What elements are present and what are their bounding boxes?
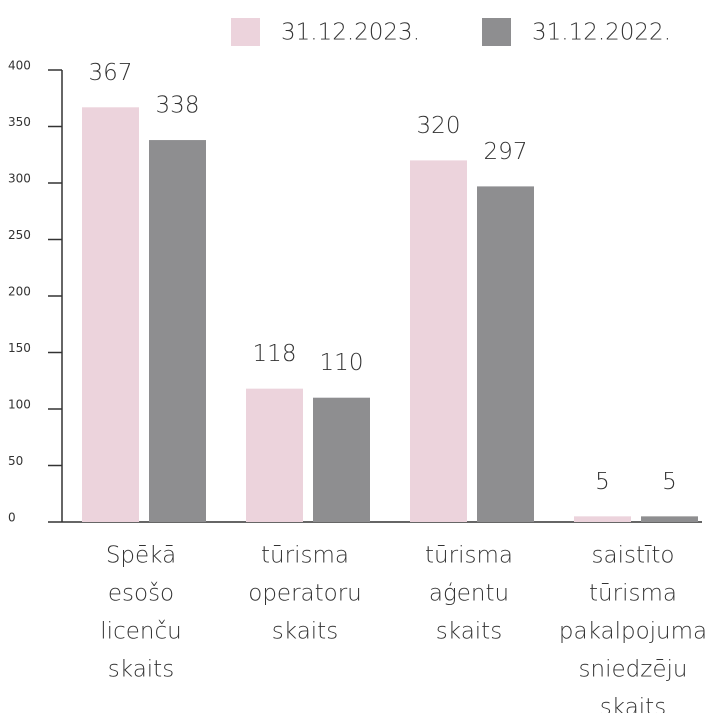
value-label: 297: [484, 139, 528, 165]
value-label: 110: [320, 350, 364, 376]
y-tick-label: 0: [8, 511, 16, 525]
x-tick-label: tūrisma: [589, 581, 677, 607]
y-tick-label: 400: [8, 59, 31, 73]
value-label: 320: [417, 113, 461, 139]
value-label: 5: [662, 469, 677, 495]
x-tick-label: tūrisma: [261, 543, 349, 569]
y-tick-label: 150: [8, 341, 31, 355]
x-tick-label: licenču: [100, 619, 181, 645]
x-tick-label: aģentu: [429, 581, 509, 607]
y-tick-label: 300: [8, 172, 31, 186]
x-tick-label: sniedzēju: [579, 657, 688, 683]
y-tick-label: 200: [8, 285, 31, 299]
x-tick-label: pakalpojuma: [559, 619, 707, 645]
x-tick-label: operatoru: [248, 581, 362, 607]
bar: [82, 107, 139, 522]
y-tick-label: 50: [8, 454, 23, 468]
bar: [477, 186, 534, 522]
bar: [149, 140, 206, 522]
bar: [574, 516, 631, 522]
bar: [313, 397, 370, 522]
legend-swatch: [231, 18, 260, 46]
value-label: 118: [253, 341, 297, 367]
bar: [641, 516, 698, 522]
x-tick-label: saistīto: [592, 543, 675, 569]
x-tick-label: skaits: [436, 619, 502, 645]
y-tick-label: 250: [8, 228, 31, 242]
x-tick-label: esošo: [108, 581, 174, 607]
x-tick-label: skaits: [272, 619, 338, 645]
bar: [246, 388, 303, 522]
x-tick-label: skaits: [600, 695, 666, 713]
value-label: 367: [89, 60, 133, 86]
x-tick-label: skaits: [108, 657, 174, 683]
legend-swatch: [482, 18, 511, 46]
y-tick-label: 350: [8, 115, 31, 129]
x-tick-label: Spēkā: [106, 543, 176, 569]
bar: [410, 160, 467, 522]
value-label: 5: [595, 469, 610, 495]
y-tick-label: 100: [8, 398, 31, 412]
x-tick-label: tūrisma: [425, 543, 513, 569]
legend-label: 31.12.2023.: [281, 20, 420, 46]
value-label: 338: [156, 93, 200, 119]
legend-label: 31.12.2022.: [532, 20, 671, 46]
